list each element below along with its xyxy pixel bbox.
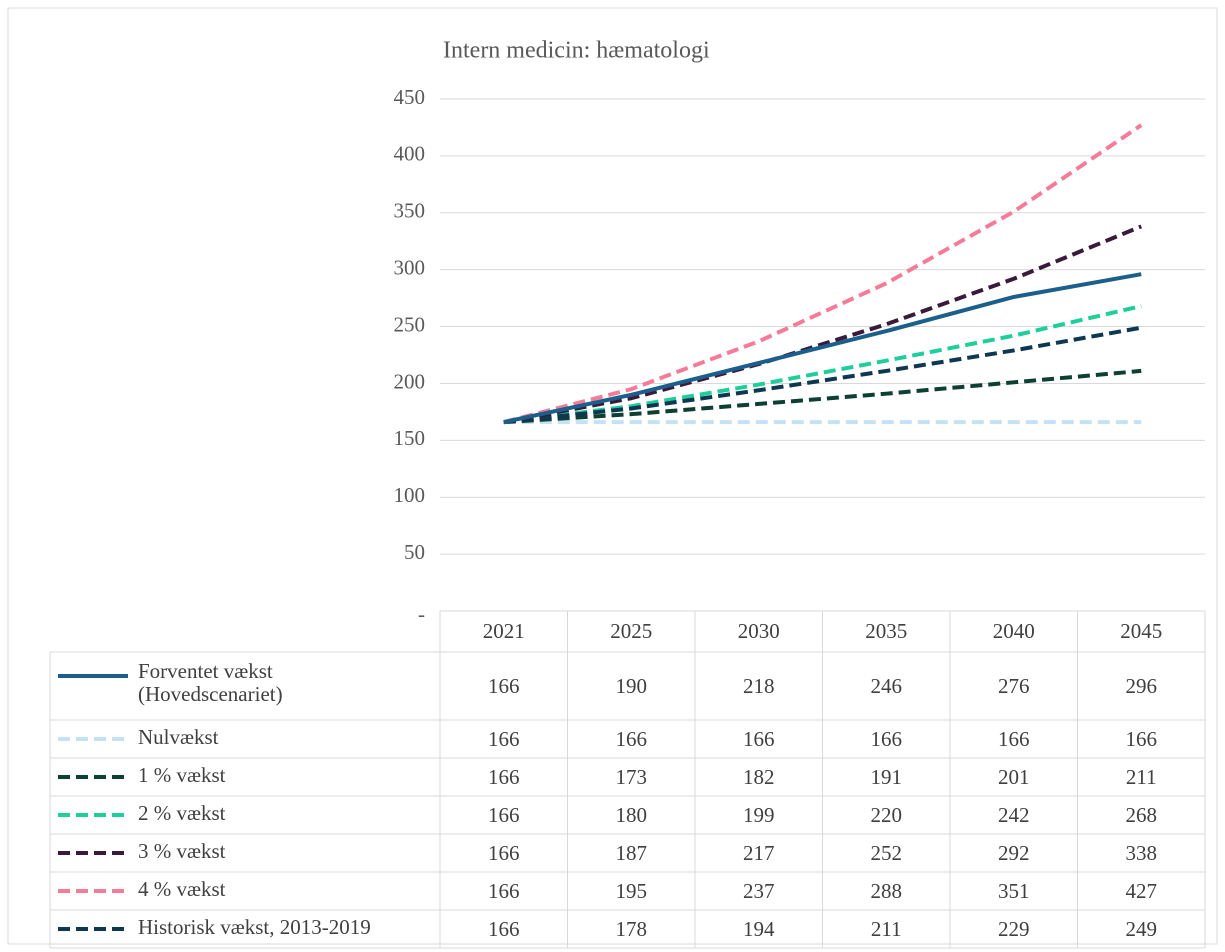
legend-label: Nulvækst xyxy=(138,725,219,749)
legend-label: 2 % vækst xyxy=(138,801,226,825)
table-value: 288 xyxy=(870,878,903,903)
x-tick-label: 2045 xyxy=(1120,619,1163,643)
table-value: 166 xyxy=(870,726,903,751)
table-value: 166 xyxy=(488,916,520,941)
table-value: 220 xyxy=(870,802,903,827)
legend-label: 4 % vækst xyxy=(138,877,226,901)
table-value: 166 xyxy=(488,764,520,789)
y-tick-label: 450 xyxy=(394,85,426,109)
table-value: 217 xyxy=(743,840,775,865)
legend-label: Historisk vækst, 2013-2019 xyxy=(138,915,371,939)
x-tick-label: 2035 xyxy=(865,619,908,643)
table-value: 211 xyxy=(1125,764,1157,789)
table-value: 166 xyxy=(488,840,520,865)
y-tick-label: 350 xyxy=(394,199,426,223)
table-value: 211 xyxy=(870,916,902,941)
y-tick-label: - xyxy=(418,602,425,626)
table-value: 187 xyxy=(615,840,648,865)
table-value: 246 xyxy=(870,673,903,698)
table-value: 292 xyxy=(998,840,1030,865)
table-value: 351 xyxy=(998,878,1030,903)
table-value: 191 xyxy=(870,764,903,789)
y-tick-label: 50 xyxy=(404,540,425,564)
table-value: 166 xyxy=(488,878,520,903)
table-value: 166 xyxy=(488,726,520,751)
table-value: 182 xyxy=(743,764,775,789)
y-tick-label: 250 xyxy=(394,312,426,336)
chart-title: Intern medicin: hæmatologi xyxy=(443,38,710,64)
table-value: 173 xyxy=(615,764,648,789)
y-tick-label: 300 xyxy=(394,255,426,279)
table-value: 242 xyxy=(998,802,1030,827)
legend-label: 1 % vækst xyxy=(138,763,226,787)
table-value: 252 xyxy=(870,840,903,865)
series-line xyxy=(503,368,1142,425)
table-value: 199 xyxy=(743,802,775,827)
table-value: 218 xyxy=(743,673,775,698)
table-value: 427 xyxy=(1125,878,1158,903)
y-tick-label: 200 xyxy=(394,369,426,393)
chart-border xyxy=(7,7,1218,945)
table-value: 178 xyxy=(615,916,648,941)
table-value: 166 xyxy=(998,726,1030,751)
table-value: 166 xyxy=(488,673,520,698)
x-tick-label: 2040 xyxy=(992,619,1035,643)
table-value: 237 xyxy=(743,878,775,903)
table-value: 190 xyxy=(615,673,648,698)
table-value: 166 xyxy=(743,726,775,751)
series-line xyxy=(503,325,1142,425)
table-value: 276 xyxy=(998,673,1030,698)
table-value: 338 xyxy=(1125,840,1158,865)
table-value: 195 xyxy=(615,878,648,903)
table-value: 229 xyxy=(998,916,1030,941)
x-tick-label: 2021 xyxy=(482,619,525,643)
table-value: 180 xyxy=(615,802,648,827)
x-tick-label: 2025 xyxy=(610,619,653,643)
series-line xyxy=(503,123,1143,425)
series-line xyxy=(503,272,1142,425)
table-value: 249 xyxy=(1125,916,1158,941)
legend-label: 3 % vækst xyxy=(138,839,226,863)
table-value: 166 xyxy=(615,726,648,751)
x-tick-label: 2030 xyxy=(737,619,780,643)
y-tick-label: 400 xyxy=(394,142,426,166)
series-line xyxy=(503,224,1143,425)
table-value: 268 xyxy=(1125,802,1158,827)
y-tick-label: 150 xyxy=(394,426,426,450)
table-value: 296 xyxy=(1125,673,1158,698)
legend-label: Forventet vækst (Hovedscenariet) xyxy=(138,659,283,706)
table-value: 194 xyxy=(743,916,775,941)
table-value: 201 xyxy=(998,764,1030,789)
table-value: 166 xyxy=(1125,726,1158,751)
y-tick-label: 100 xyxy=(394,483,426,507)
table-value: 166 xyxy=(488,802,520,827)
